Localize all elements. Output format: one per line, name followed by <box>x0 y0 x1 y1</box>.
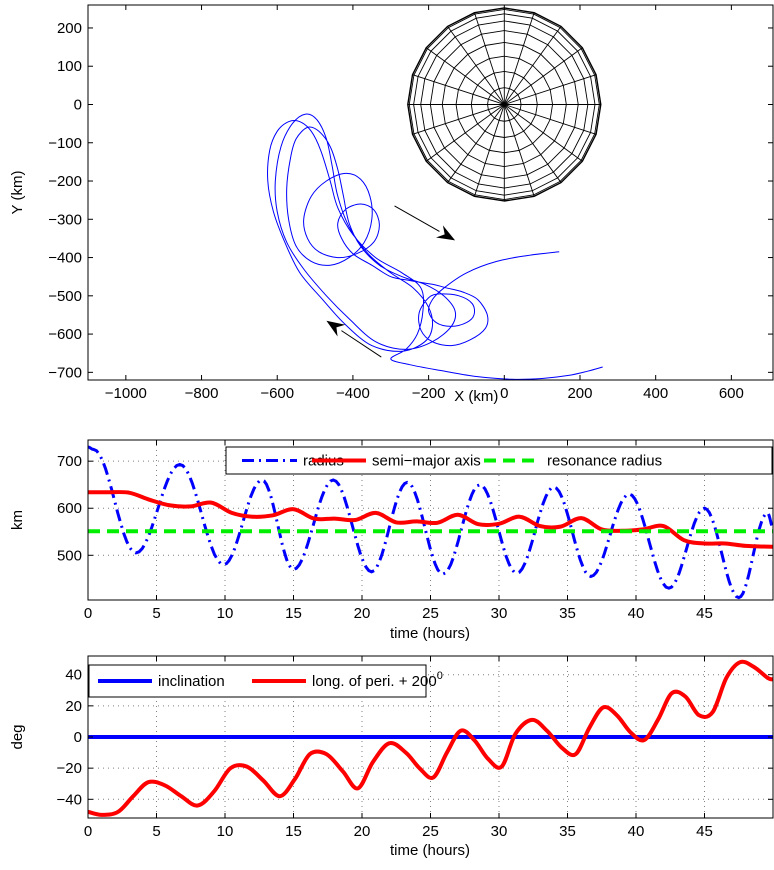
y-tick-label: −400 <box>48 250 82 267</box>
x-tick-label: 0 <box>500 385 508 402</box>
x-tick-label: 40 <box>628 605 645 622</box>
legend-label-longitude-of-pericenter: long. of peri. + 2000 <box>312 670 443 690</box>
y-tick-label: −40 <box>57 791 82 808</box>
x-tick-label: 15 <box>285 823 302 840</box>
y-tick-label: 20 <box>65 698 82 715</box>
x-tick-label: 35 <box>559 605 576 622</box>
x-tick-label: −1000 <box>105 385 147 402</box>
y-tick-label: 100 <box>57 58 82 75</box>
arrow-head <box>326 320 346 337</box>
radius-plot-legend: radius semi−major axis resonance radius <box>225 446 773 475</box>
x-tick-label: 35 <box>559 823 576 840</box>
x-tick-label: 20 <box>354 605 371 622</box>
y-tick-label: 0 <box>74 729 82 746</box>
series-longitude-of-pericenter <box>88 659 773 817</box>
radius-plot-axes: 0 5 10 15 20 25 30 35 40 45 500 600 700 <box>57 439 774 622</box>
angle-plot-series <box>88 659 773 817</box>
x-tick-label: −400 <box>336 385 370 402</box>
sphere-meridian <box>474 12 505 105</box>
y-tick-label: −600 <box>48 326 82 343</box>
y-tick-label: −500 <box>48 288 82 305</box>
x-tick-label: 25 <box>422 605 439 622</box>
legend-label-semi-major-axis: semi−major axis <box>372 453 481 470</box>
arrow-head <box>435 225 456 241</box>
y-tick-label: −200 <box>48 173 82 190</box>
axes-frame <box>87 4 774 381</box>
y-tick-label: −300 <box>48 211 82 228</box>
x-tick-label: 10 <box>217 605 234 622</box>
sphere-meridian <box>503 104 562 183</box>
arrow-shaft <box>394 205 440 232</box>
x-tick-label: 5 <box>152 605 160 622</box>
x-tick-label: 400 <box>643 385 668 402</box>
legend-label-resonance-radius: resonance radius <box>547 453 662 470</box>
series-semi-major-axis <box>88 490 773 549</box>
sphere-meridian <box>412 74 505 105</box>
sphere-meridian <box>504 104 597 135</box>
sphere-meridian <box>504 74 597 105</box>
direction-arrows <box>326 205 456 358</box>
x-tick-label: 30 <box>491 605 508 622</box>
y-tick-label: 40 <box>65 667 82 684</box>
x-tick-label: 30 <box>491 823 508 840</box>
sphere-meridian <box>503 26 562 105</box>
x-tick-label: 45 <box>696 823 713 840</box>
y-tick-label: −100 <box>48 135 82 152</box>
y-axis-label: Y (km) <box>9 171 26 215</box>
x-tick-label: 0 <box>84 823 92 840</box>
series-radius <box>88 445 773 600</box>
angle-plot: 0 5 10 15 20 25 30 35 40 45 40 20 0 −20 −40 inclinatio… <box>9 655 774 859</box>
legend-label-inclination: inclination <box>158 673 225 690</box>
radius-plot: 0 5 10 15 20 25 30 35 40 45 500 600 700 radius semi−… <box>9 439 774 642</box>
sphere-meridian <box>474 104 505 197</box>
x-tick-label: 40 <box>628 823 645 840</box>
x-tick-label: 15 <box>285 605 302 622</box>
x-tick-label: 200 <box>567 385 592 402</box>
x-axis-label: X (km) <box>454 388 498 405</box>
angle-plot-legend: inclination long. of peri. + 2000 <box>88 664 443 698</box>
x-tick-label: 0 <box>84 605 92 622</box>
trajectory-line <box>267 113 603 380</box>
x-tick-label: −600 <box>260 385 294 402</box>
sphere-meridian <box>447 26 505 105</box>
sphere-meridian <box>425 104 505 162</box>
x-tick-label: 45 <box>696 605 713 622</box>
sphere-meridian <box>503 12 535 105</box>
sphere-meridian <box>425 47 505 105</box>
y-tick-label: 0 <box>74 96 82 113</box>
x-tick-label: 25 <box>422 823 439 840</box>
y-tick-label: 600 <box>57 500 82 517</box>
y-tick-label: 700 <box>57 453 82 470</box>
x-axis-label: time (hours) <box>390 625 470 642</box>
sphere-meridian <box>447 104 505 183</box>
legend-label-main: long. of peri. + 200 <box>312 673 437 690</box>
x-tick-label: 600 <box>719 385 744 402</box>
trajectory-axes: −1000 −800 −600 −400 −200 0 200 400 600 200 100 0 −1… <box>48 4 774 402</box>
x-tick-label: 20 <box>354 823 371 840</box>
x-tick-label: −800 <box>185 385 219 402</box>
y-axis-label: deg <box>9 724 26 749</box>
y-axis-label: km <box>9 510 26 530</box>
sphere-meridian <box>412 104 505 135</box>
y-tick-label: 200 <box>57 20 82 37</box>
legend-label-superscript: 0 <box>437 670 443 682</box>
arrow-shaft <box>341 330 382 358</box>
y-tick-label: 500 <box>57 547 82 564</box>
sphere-meridian <box>504 47 583 105</box>
sphere-meridian <box>503 104 535 197</box>
radius-plot-series <box>88 445 773 600</box>
y-tick-label: −700 <box>48 364 82 381</box>
x-tick-label: 5 <box>152 823 160 840</box>
x-tick-label: 10 <box>217 823 234 840</box>
x-axis-label: time (hours) <box>390 842 470 859</box>
trajectory-plot: −1000 −800 −600 −400 −200 0 200 400 600 200 100 0 −1… <box>9 4 774 405</box>
x-tick-label: −200 <box>412 385 446 402</box>
central-body-sphere <box>407 7 602 202</box>
sphere-meridian <box>504 104 583 162</box>
y-tick-label: −20 <box>57 760 82 777</box>
